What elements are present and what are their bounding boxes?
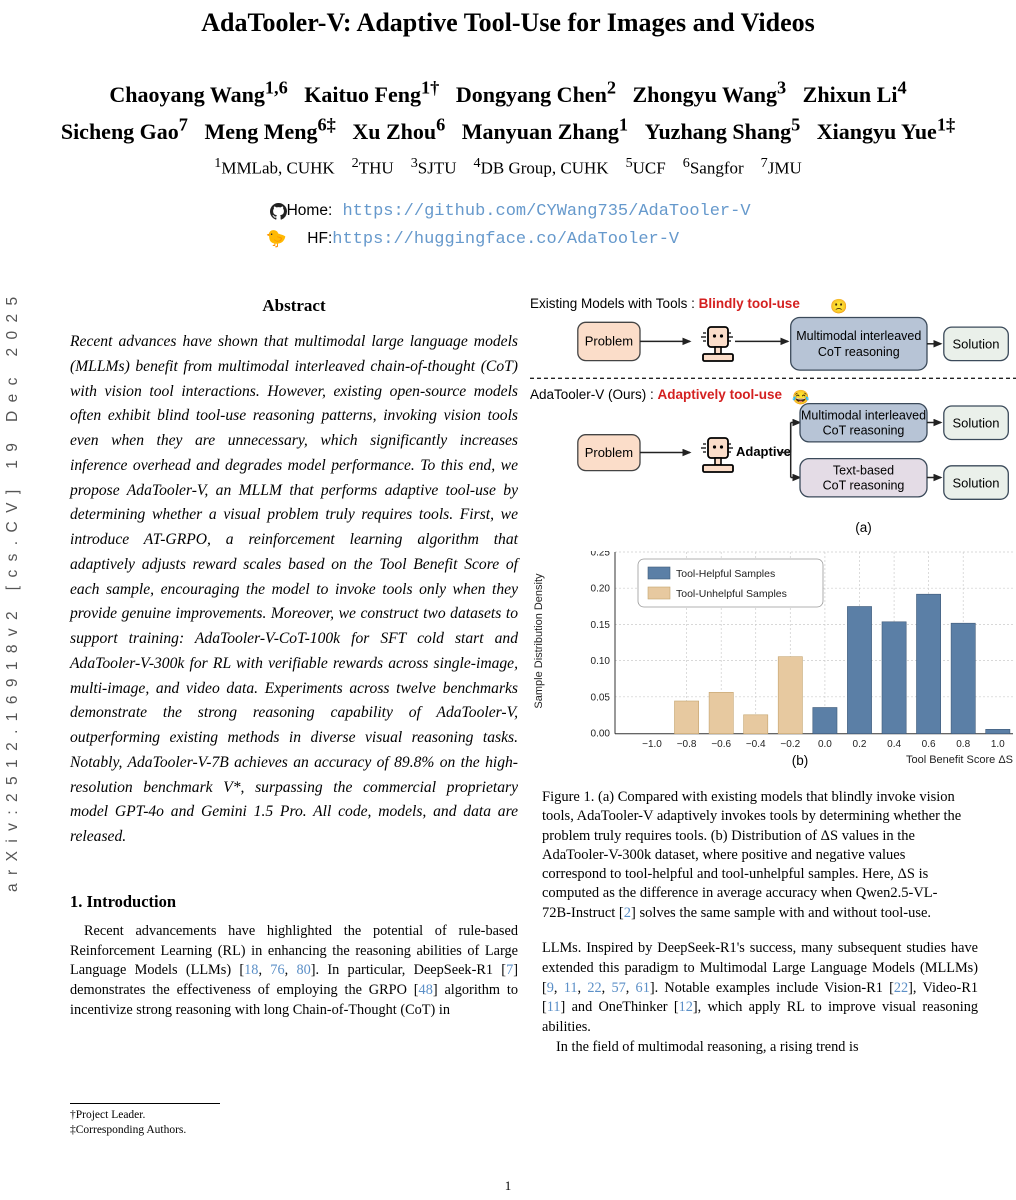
svg-text:CoT reasoning: CoT reasoning [823, 479, 905, 493]
svg-text:Solution: Solution [953, 475, 1000, 490]
svg-text:Tool-Helpful Samples: Tool-Helpful Samples [676, 568, 775, 580]
svg-text:0.20: 0.20 [591, 584, 611, 595]
svg-text:0.8: 0.8 [956, 739, 970, 750]
svg-text:0.15: 0.15 [591, 620, 611, 631]
svg-text:CoT reasoning: CoT reasoning [818, 345, 900, 359]
svg-text:🙁: 🙁 [830, 298, 847, 314]
svg-text:−0.8: −0.8 [677, 739, 697, 750]
svg-text:0.0: 0.0 [818, 739, 832, 750]
svg-text:Existing Models with Tools : B: Existing Models with Tools : Blindly too… [530, 296, 800, 311]
svg-text:0.10: 0.10 [591, 656, 611, 667]
svg-text:−1.0: −1.0 [642, 739, 662, 750]
svg-text:Text-based: Text-based [833, 464, 894, 478]
svg-text:Solution: Solution [953, 416, 1000, 431]
svg-text:1.0: 1.0 [991, 739, 1005, 750]
svg-text:−0.4: −0.4 [746, 739, 766, 750]
svg-text:AdaTooler-V (Ours) : Adaptivel: AdaTooler-V (Ours) : Adaptively tool-use [530, 387, 783, 402]
svg-text:(b): (b) [792, 753, 809, 768]
svg-text:−0.6: −0.6 [711, 739, 731, 750]
svg-text:Multimodal interleaved: Multimodal interleaved [801, 409, 926, 423]
svg-text:Problem: Problem [585, 334, 633, 349]
svg-text:0.25: 0.25 [591, 551, 611, 559]
svg-text:(a): (a) [855, 520, 872, 535]
svg-text:Tool-Unhelpful Samples: Tool-Unhelpful Samples [676, 588, 787, 600]
svg-text:Problem: Problem [585, 445, 633, 460]
svg-text:Adaptive: Adaptive [736, 444, 791, 459]
svg-text:Sample Distribution Density: Sample Distribution Density [533, 573, 545, 709]
svg-text:0.6: 0.6 [922, 739, 936, 750]
svg-text:0.00: 0.00 [591, 729, 611, 740]
svg-text:0.2: 0.2 [853, 739, 867, 750]
svg-text:Multimodal interleaved: Multimodal interleaved [796, 329, 921, 343]
svg-text:CoT reasoning: CoT reasoning [823, 424, 905, 438]
svg-text:0.05: 0.05 [591, 692, 611, 703]
svg-text:Solution: Solution [953, 337, 1000, 352]
svg-text:😂: 😂 [792, 389, 810, 405]
svg-text:Tool Benefit Score ΔS: Tool Benefit Score ΔS [906, 754, 1013, 766]
svg-text:0.4: 0.4 [887, 739, 901, 750]
svg-text:−0.2: −0.2 [780, 739, 800, 750]
